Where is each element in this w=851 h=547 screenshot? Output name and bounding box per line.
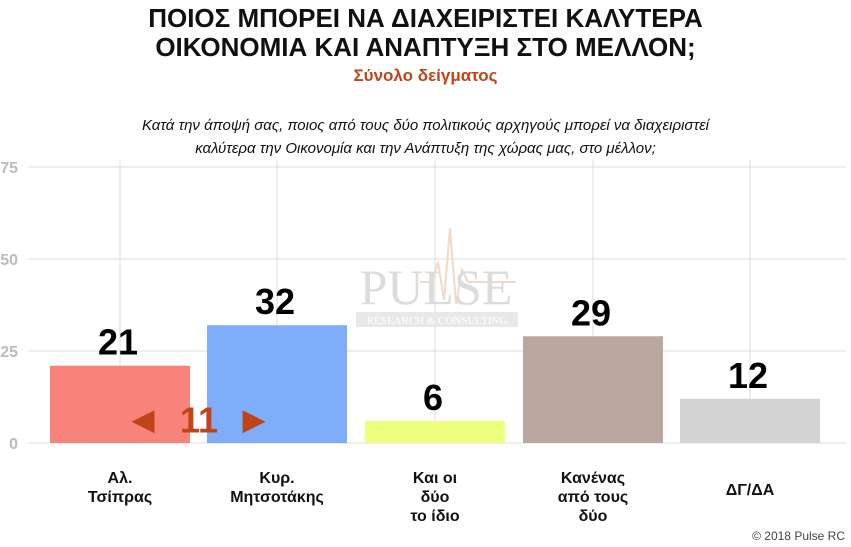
- y-tick-label: 50: [0, 252, 18, 269]
- y-tick-label: 25: [0, 344, 18, 361]
- bar: [50, 365, 190, 443]
- x-axis-labels: Αλ. Τσίπρας Κυρ. Μητσοτάκης Και οι δύο το ίδιο…: [88, 470, 775, 525]
- bar-value-label: 29: [571, 292, 611, 333]
- watermark-band: [356, 312, 518, 327]
- bar: [523, 336, 663, 443]
- x-tick-label: ΔΓ/ΔΑ: [726, 482, 775, 499]
- x-tick-label: Κανένας από τους δύο: [558, 470, 628, 525]
- difference-value: 11: [180, 400, 218, 441]
- x-tick-label: Κυρ. Μητσοτάκης: [230, 470, 324, 506]
- question-text-line-2: καλύτερα την Οικονομία και την Ανάπτυξη …: [195, 140, 656, 157]
- chart-subtitle: Σύνολο δείγματος: [353, 66, 498, 85]
- bar: [680, 398, 820, 443]
- pulse-watermark-logo: PULSE RESEARCH & CONSULTING: [356, 227, 518, 327]
- x-tick-label: Και οι δύο το ίδιο: [410, 470, 460, 525]
- bar: [365, 420, 505, 443]
- bar-value-label: 21: [98, 322, 138, 363]
- bar-value-label: 32: [255, 281, 295, 322]
- y-tick-label: 0: [9, 436, 18, 453]
- difference-annotation: ◀ 11 ▶: [131, 400, 265, 441]
- x-tick-label: Αλ. Τσίπρας: [88, 470, 152, 506]
- watermark-main: PULSE: [360, 259, 513, 315]
- bar-value-label: 12: [728, 355, 768, 396]
- value-labels: 21 32 6 29 12: [98, 281, 768, 418]
- right-arrow-icon: ▶: [242, 403, 265, 438]
- bars: [50, 325, 820, 443]
- copyright-footer: © 2018 Pulse RC: [752, 529, 845, 543]
- bar: [207, 325, 347, 443]
- chart-title-line-1: ΠΟΙΟΣ ΜΠΟΡΕΙ ΝΑ ΔΙΑΧΕΙΡΙΣΤΕΙ ΚΑΛΥΤΕΡΑ: [148, 3, 703, 33]
- watermark-sub: RESEARCH & CONSULTING: [367, 315, 508, 327]
- y-tick-label: 75: [0, 160, 18, 177]
- question-text-line-1: Κατά την άποψή σας, ποιος από τους δύο π…: [141, 117, 709, 134]
- bar-value-label: 6: [423, 377, 443, 418]
- left-arrow-icon: ◀: [131, 403, 154, 438]
- chart-title-line-2: ΟΙΚΟΝΟΜΙΑ ΚΑΙ ΑΝΑΠΤΥΞΗ ΣΤΟ ΜΕΛΛΟΝ;: [155, 32, 696, 62]
- pulse-line-icon: [420, 227, 516, 305]
